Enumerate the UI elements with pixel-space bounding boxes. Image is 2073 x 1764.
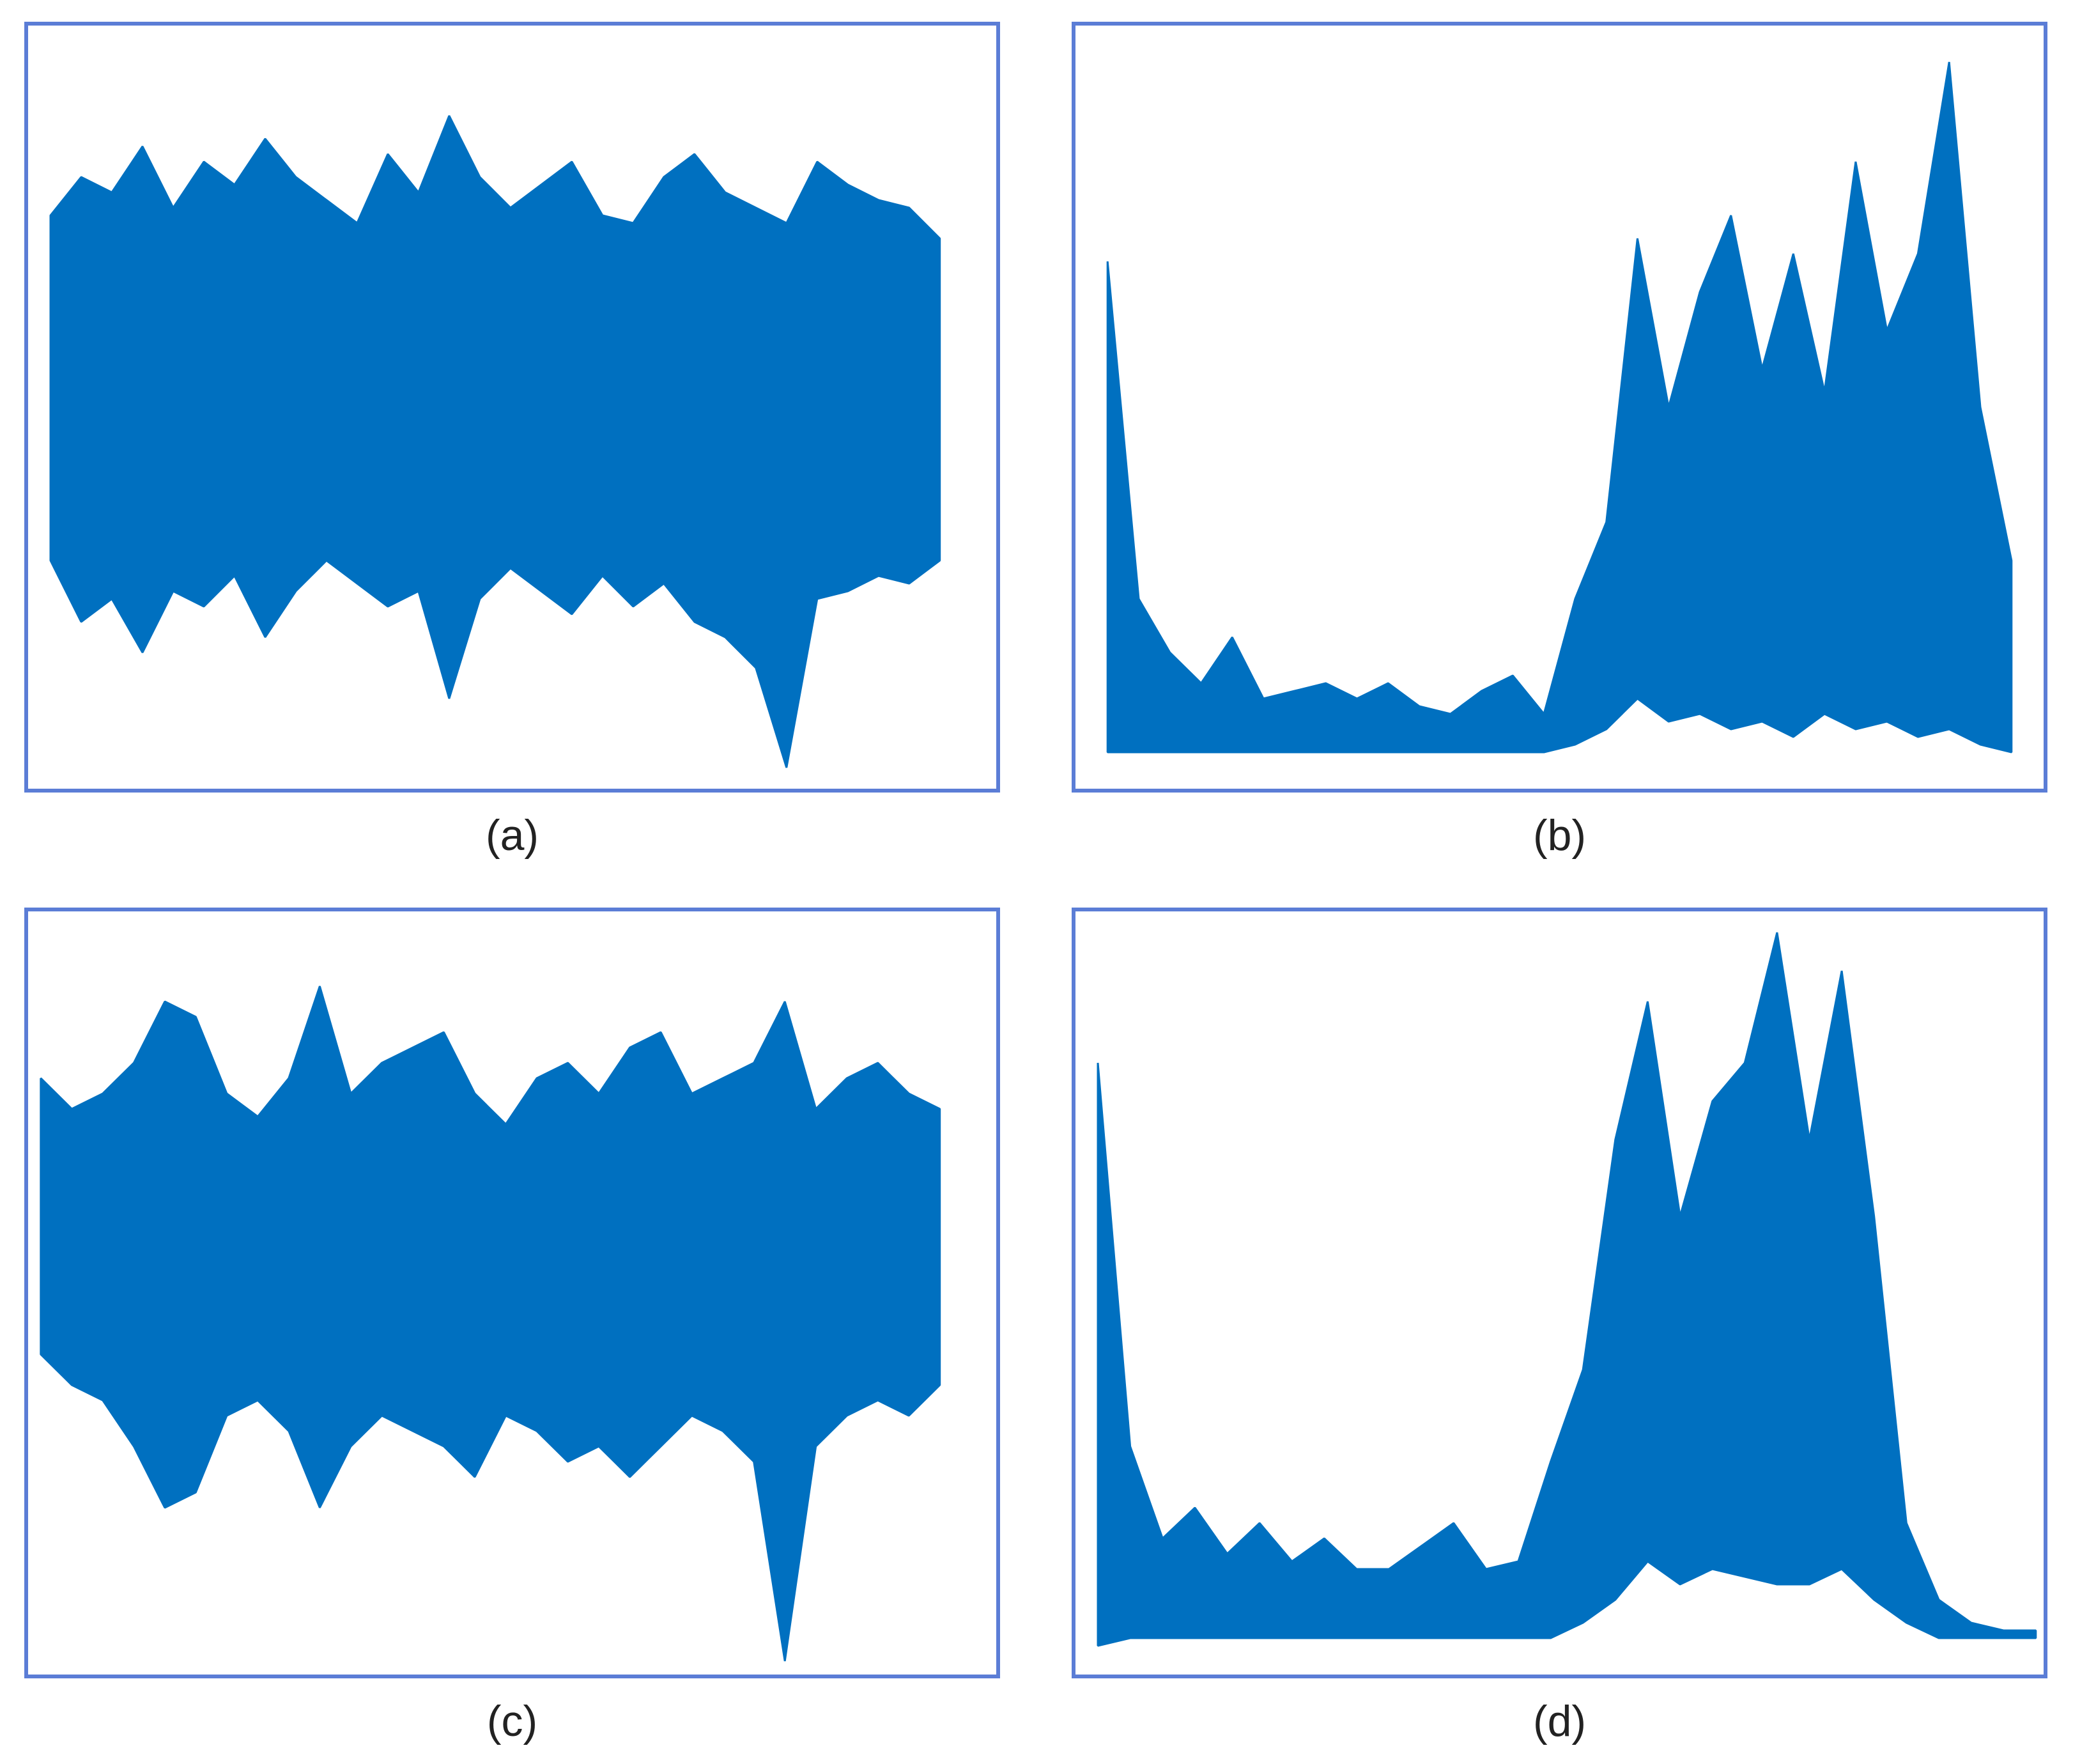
signal-band	[49, 115, 941, 768]
panel-caption: (a)	[486, 811, 539, 860]
signal-band	[40, 986, 941, 1662]
panel-caption: (b)	[1533, 811, 1586, 860]
panel-caption: (c)	[487, 1697, 537, 1745]
panel-caption: (d)	[1533, 1697, 1586, 1745]
signal-band	[1097, 932, 2037, 1647]
signal-band	[1106, 61, 2013, 754]
